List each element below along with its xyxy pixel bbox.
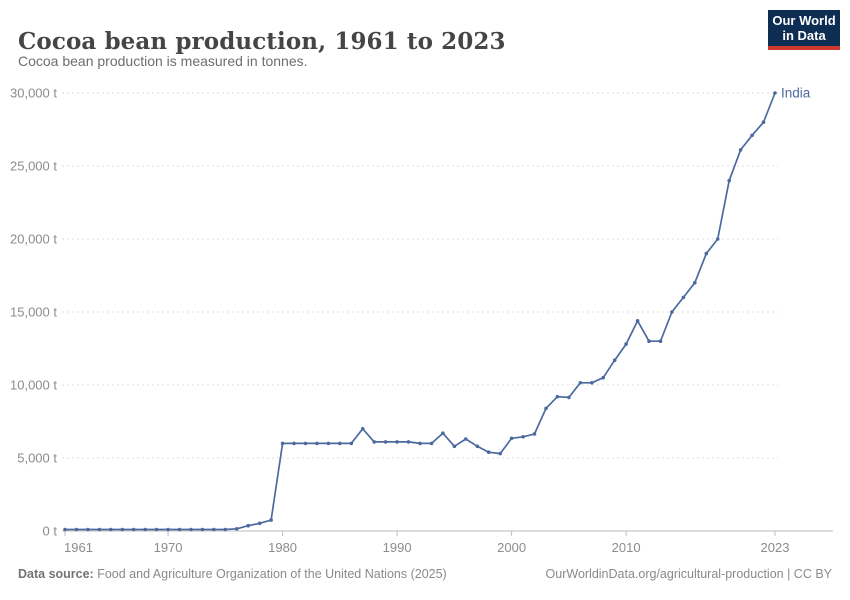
x-tick-label: 2000 xyxy=(497,540,526,555)
y-tick-label: 20,000 t xyxy=(10,232,57,247)
data-point xyxy=(97,527,102,532)
x-tick-label: 1970 xyxy=(154,540,183,555)
data-point xyxy=(200,527,205,532)
data-point xyxy=(338,441,342,446)
data-point xyxy=(612,358,617,363)
data-point xyxy=(280,441,285,446)
data-point xyxy=(418,441,422,446)
data-source: Data source: Food and Agriculture Organi… xyxy=(18,567,447,581)
y-tick-label: 0 t xyxy=(43,524,58,539)
data-point xyxy=(154,527,159,532)
data-point xyxy=(521,435,525,439)
data-point xyxy=(555,394,560,399)
data-point xyxy=(738,148,743,152)
data-point xyxy=(773,91,777,95)
data-point xyxy=(693,281,697,285)
data-point xyxy=(269,518,273,522)
data-point xyxy=(86,527,90,532)
data-point xyxy=(475,444,480,449)
chart-canvas: 0 t 5,000 t 10,000 t 15,000 t 20,000 t 25,000… xyxy=(10,86,833,555)
data-point xyxy=(131,527,136,532)
data-point xyxy=(635,319,640,323)
data-point xyxy=(189,527,193,532)
credit-line: OurWorldinData.org/agricultural-producti… xyxy=(545,567,832,581)
owid-logo-line2: in Data xyxy=(782,27,826,43)
data-point xyxy=(212,527,216,532)
data-point xyxy=(715,237,720,241)
data-point xyxy=(395,440,399,444)
y-tick-label: 30,000 t xyxy=(10,86,57,101)
data-point xyxy=(590,381,594,385)
data-point xyxy=(109,527,113,532)
data-point xyxy=(383,440,388,444)
data-point xyxy=(681,295,686,300)
data-point xyxy=(761,120,766,124)
owid-logo-line1: Our World xyxy=(772,13,836,28)
data-point xyxy=(452,444,457,449)
data-point xyxy=(74,527,79,532)
chart-subtitle: Cocoa bean production is measured in ton… xyxy=(18,53,308,69)
y-tick-label: 5,000 t xyxy=(17,451,57,466)
data-point xyxy=(486,450,491,455)
data-point xyxy=(509,436,514,441)
data-point xyxy=(498,451,503,456)
x-tick-label: 1990 xyxy=(383,540,412,555)
data-point xyxy=(578,381,583,385)
data-point xyxy=(544,406,548,411)
data-point xyxy=(750,133,754,138)
data-source-text: Food and Agriculture Organization of the… xyxy=(93,567,447,581)
x-tick-label: 1980 xyxy=(268,540,297,555)
data-point xyxy=(372,440,377,444)
owid-logo: Our World in Data xyxy=(768,10,840,50)
data-point xyxy=(670,310,674,314)
data-point xyxy=(647,339,651,344)
data-point xyxy=(406,440,411,444)
data-point xyxy=(246,523,250,528)
data-point xyxy=(601,375,605,380)
y-tick-label: 15,000 t xyxy=(10,305,57,320)
page-title: Cocoa bean production, 1961 to 2023 xyxy=(18,28,506,56)
x-tick-label: 2010 xyxy=(612,540,641,555)
data-point xyxy=(567,395,571,400)
data-point xyxy=(177,527,182,532)
series-end-label: India xyxy=(781,86,811,101)
data-point xyxy=(303,441,308,446)
data-point xyxy=(326,441,331,446)
data-point xyxy=(166,527,170,532)
data-point xyxy=(349,441,354,446)
y-tick-label: 10,000 t xyxy=(10,378,57,393)
india-line xyxy=(65,92,776,531)
data-point xyxy=(704,251,709,256)
data-point xyxy=(315,441,319,446)
data-point xyxy=(120,527,125,532)
data-point xyxy=(257,521,262,526)
data-point xyxy=(441,431,445,436)
data-point xyxy=(727,178,731,183)
data-point xyxy=(464,437,468,441)
x-tick-label: 1961 xyxy=(64,540,93,555)
data-point xyxy=(624,342,628,346)
chart-footer: Data source: Food and Agriculture Organi… xyxy=(18,567,832,581)
x-tick-label: 2023 xyxy=(761,540,790,555)
data-source-label: Data source: xyxy=(18,567,94,581)
data-point xyxy=(532,432,537,436)
data-point xyxy=(360,427,365,431)
data-point xyxy=(223,527,228,532)
data-point xyxy=(235,527,239,531)
data-point xyxy=(658,339,663,344)
data-point xyxy=(429,441,434,446)
data-point xyxy=(63,527,67,532)
data-point xyxy=(292,441,296,446)
data-point xyxy=(143,527,147,532)
y-tick-label: 25,000 t xyxy=(10,159,57,174)
